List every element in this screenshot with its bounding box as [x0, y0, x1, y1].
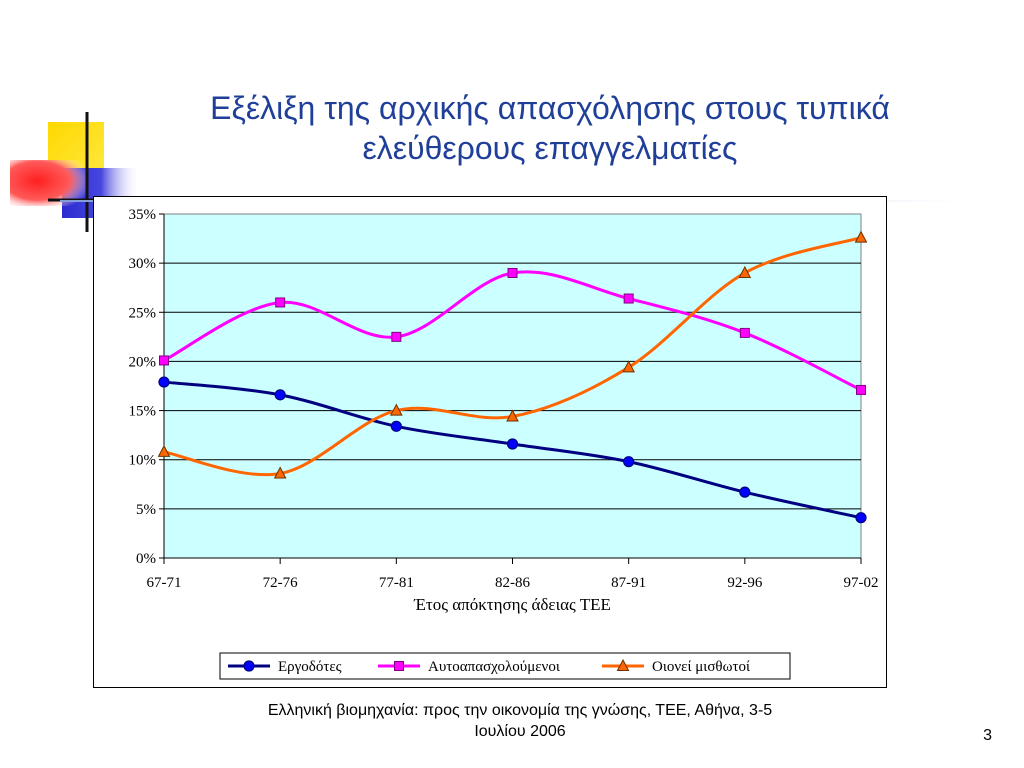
y-tick-label: 25%	[129, 305, 157, 321]
data-point	[856, 384, 866, 395]
data-point	[275, 297, 286, 308]
footer-line2: Ιουλίου 2006	[474, 723, 566, 740]
data-point	[623, 293, 634, 304]
data-point	[391, 331, 402, 342]
data-point	[623, 456, 635, 468]
x-tick-label: 97-02	[844, 575, 879, 591]
x-tick-label: 67-71	[147, 575, 182, 591]
data-point	[273, 466, 287, 479]
slide-title-line1: Εξέλιξη της αρχικής απασχόλησης στους τυ…	[210, 90, 890, 126]
data-point	[158, 376, 170, 388]
series-0	[158, 376, 867, 524]
y-tick-label: 30%	[129, 256, 157, 272]
y-tick-label: 10%	[129, 453, 157, 469]
data-point	[739, 327, 750, 338]
data-point	[390, 420, 402, 432]
data-point	[854, 230, 868, 243]
x-tick-label: 82-86	[495, 575, 530, 591]
legend-box	[219, 652, 791, 680]
x-tick-label: 92-96	[727, 575, 762, 591]
data-point	[274, 389, 286, 401]
y-tick-label: 35%	[129, 207, 157, 223]
legend-marker	[394, 661, 404, 671]
x-axis-label: Έτος απόκτησης άδειας ΤΕΕ	[413, 595, 611, 614]
data-point	[159, 355, 169, 366]
legend: Εργοδότες Αυτοαπασχολούμενοι Οιονεί μισθωτ…	[219, 652, 791, 680]
x-tick-label: 72-76	[263, 575, 298, 591]
y-tick-label: 15%	[129, 404, 157, 420]
slide-title-line2: ελεύθερους επαγγελματίες	[362, 130, 738, 166]
data-point	[738, 265, 752, 278]
data-point	[622, 360, 635, 373]
data-point	[855, 512, 867, 524]
legend-marker	[243, 660, 255, 672]
data-point	[506, 409, 519, 422]
legend-marker	[616, 658, 630, 671]
series-2	[157, 230, 868, 479]
legend-entry: Εργοδότες	[278, 659, 342, 675]
footer-line1: Ελληνική βιομηχανία: προς την οικονομία …	[267, 702, 773, 719]
x-tick-label: 77-81	[379, 575, 414, 591]
data-point	[390, 403, 403, 416]
series-1	[159, 267, 866, 395]
page-number: 3	[983, 727, 992, 744]
y-tick-label: 0%	[136, 551, 156, 567]
data-point	[507, 267, 518, 278]
legend-entry: Αυτοαπασχολούμενοι	[428, 659, 560, 675]
line-chart: 0% 5% 10% 15% 20% 25% 30% 35% 67-71 72-76 77-81 82-…	[129, 207, 879, 680]
data-point	[739, 486, 751, 498]
slide-title: Εξέλιξη της αρχικής απασχόλησης στους τυ…	[120, 88, 980, 168]
legend-entry: Οιονεί μισθωτοί	[652, 659, 750, 675]
x-tick-label: 87-91	[611, 575, 646, 591]
slide-footer: Ελληνική βιομηχανία: προς την οικονομία …	[180, 700, 860, 742]
y-tick-label: 5%	[136, 502, 156, 518]
data-point	[157, 444, 171, 457]
chart-frame: 0% 5% 10% 15% 20% 25% 30% 35% 67-71 72-76 77-81 82-…	[93, 196, 887, 688]
y-tick-label: 20%	[129, 354, 157, 370]
data-point	[506, 438, 519, 450]
